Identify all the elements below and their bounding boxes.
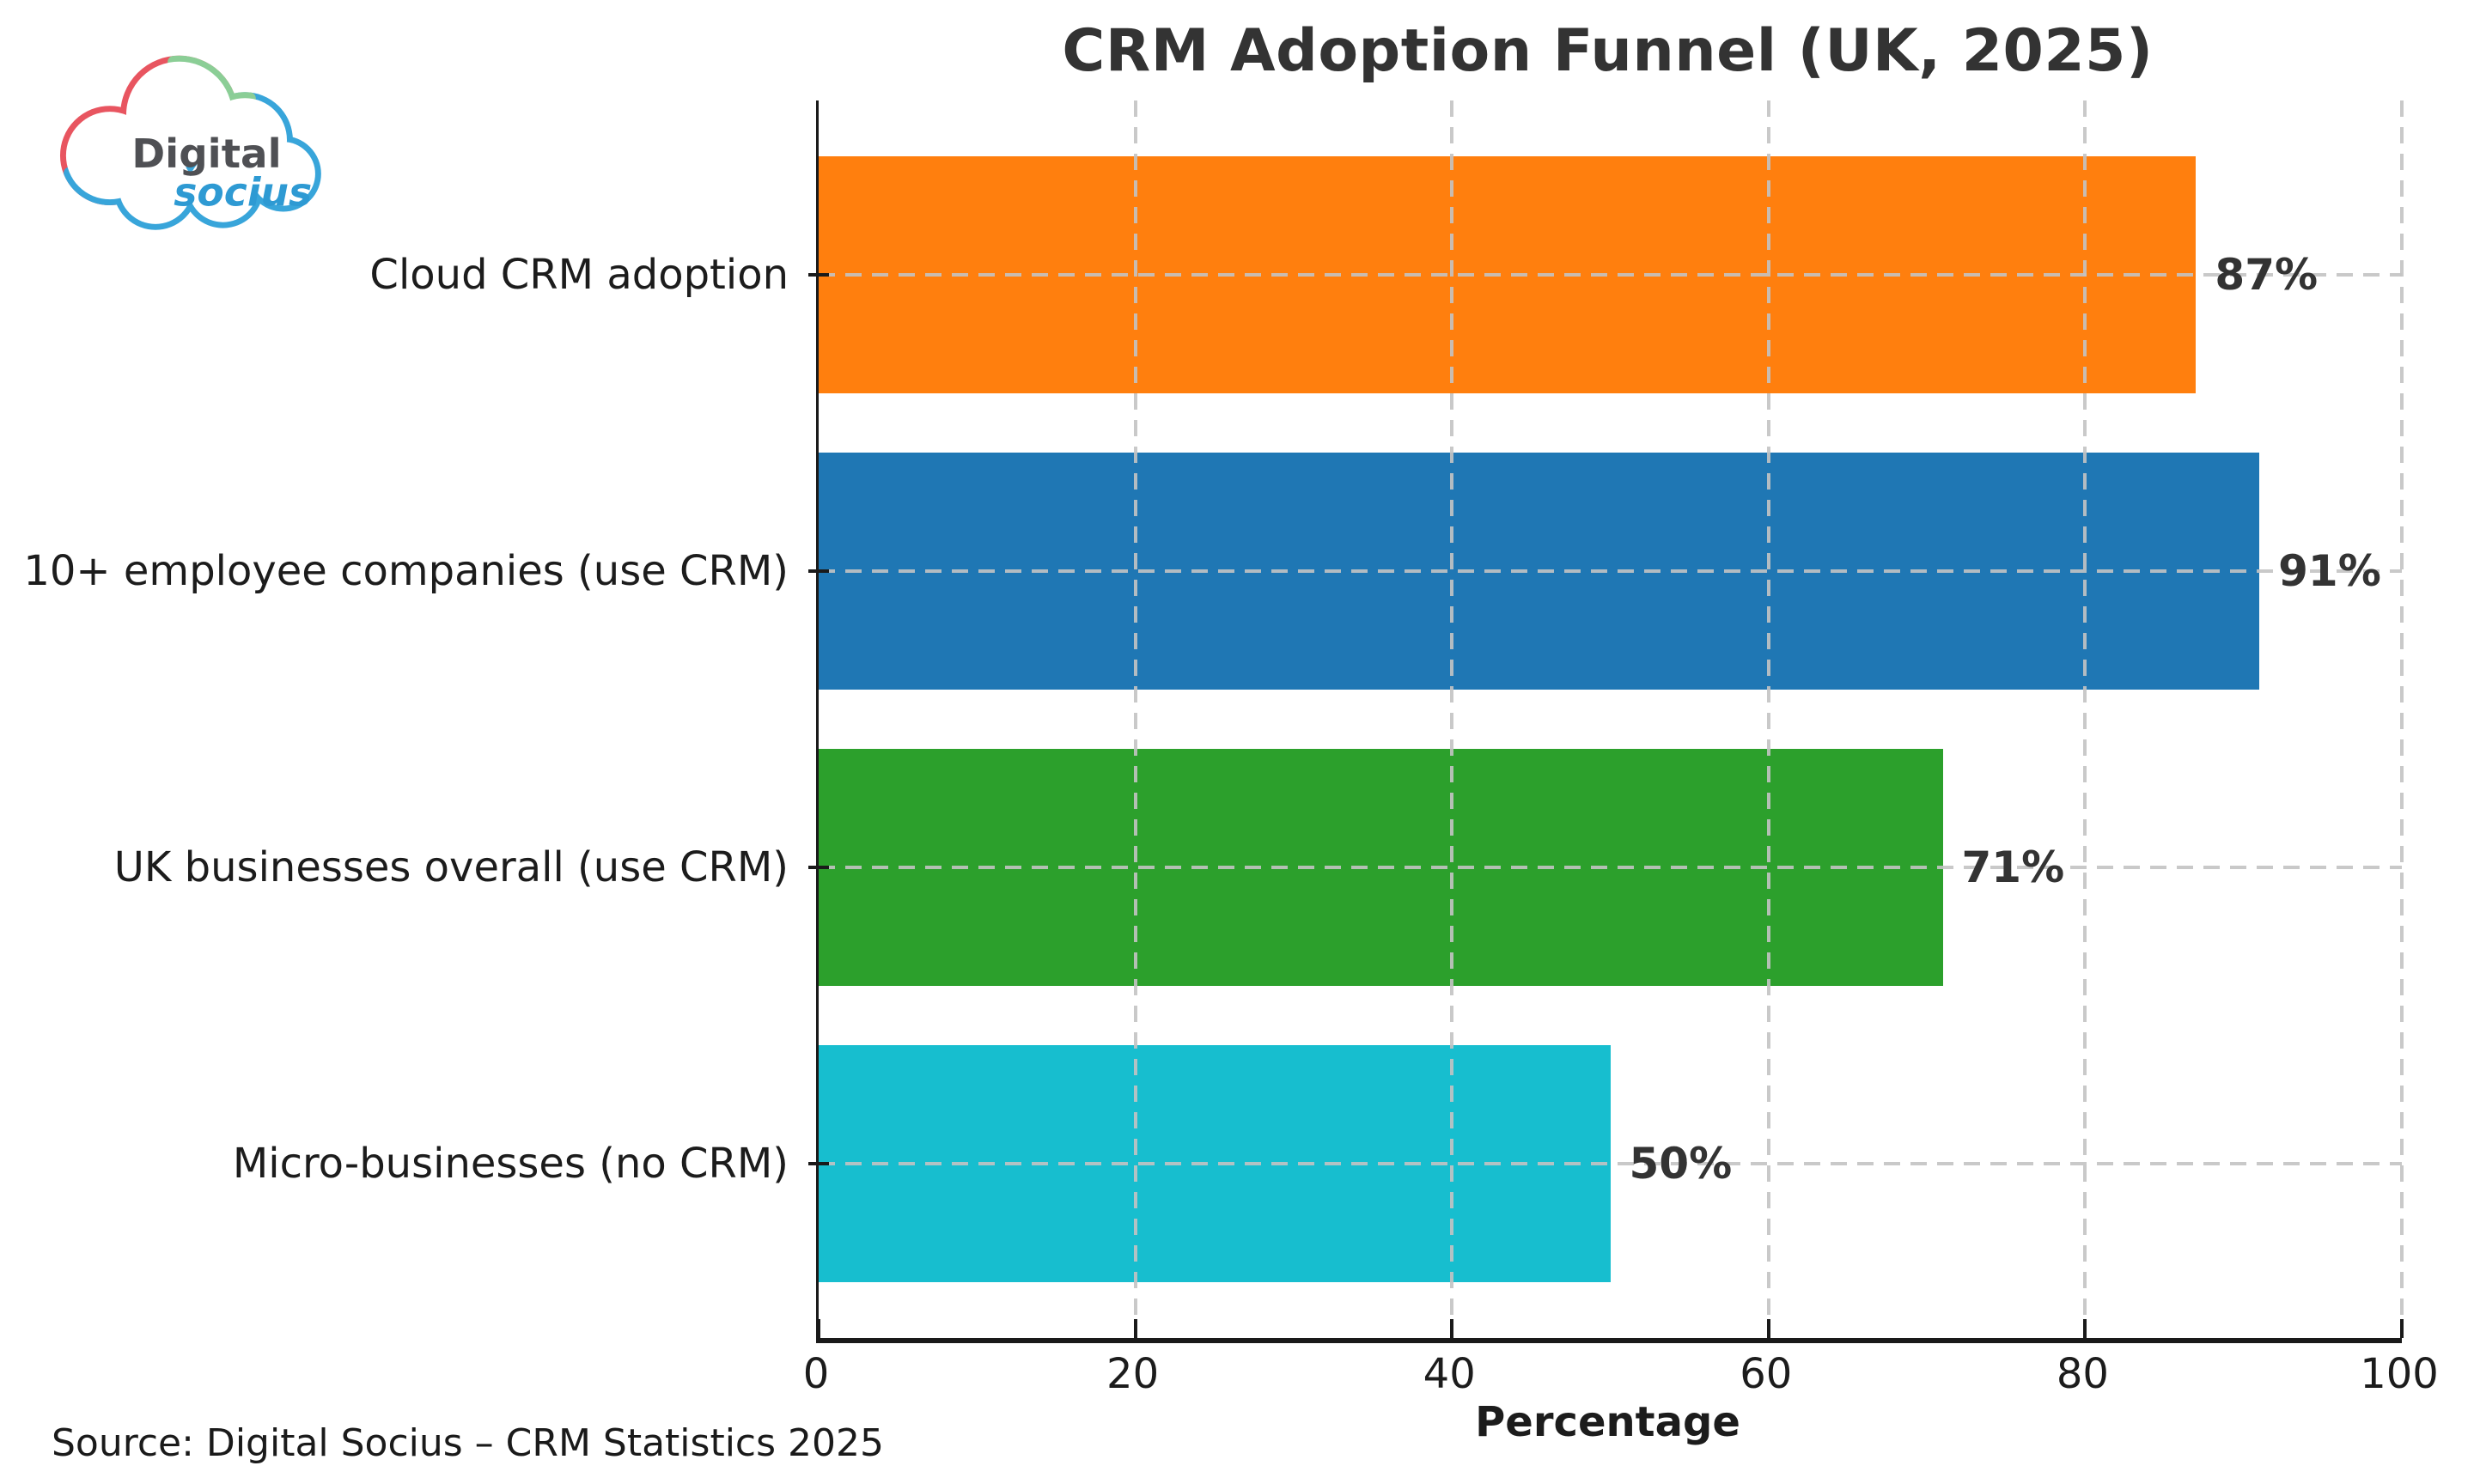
x-tick-mark [817, 1319, 820, 1338]
x-tick-label: 20 [1106, 1350, 1160, 1398]
plot-area: 87% 91% 71% 50% [808, 100, 2404, 1343]
y-tick-mark [808, 865, 829, 869]
x-tick-mark [1450, 1319, 1454, 1338]
y-tick-mark [808, 273, 829, 277]
chart-title: CRM Adoption Funnel (UK, 2025) [1062, 17, 2154, 85]
hgridline-3 [819, 865, 2402, 869]
logo-text-digital: Digital [131, 131, 281, 178]
y-tick-mark [808, 1161, 829, 1165]
bar-value-label: 91% [2278, 546, 2381, 596]
x-tick-label: 0 [802, 1350, 830, 1398]
hgridline-4 [819, 1161, 2402, 1165]
x-tick-mark [1766, 1319, 1770, 1338]
x-tick-label: 40 [1423, 1350, 1476, 1398]
bar-value-label: 87% [2215, 250, 2319, 301]
hgridline-1 [819, 273, 2402, 277]
x-tick-mark [2083, 1319, 2087, 1338]
vgridline-80 [2083, 100, 2087, 1338]
vgridline-60 [1766, 100, 1770, 1338]
digital-socius-logo: Digital socius [59, 55, 321, 230]
source-note: Source: Digital Socius – CRM Statistics … [52, 1421, 885, 1465]
x-axis-title: Percentage [1475, 1398, 1740, 1446]
x-tick-mark [1133, 1319, 1137, 1338]
category-label: 10+ employee companies (use CRM) [23, 547, 789, 595]
logo-text-socius: socius [174, 170, 312, 216]
vgridline-40 [1450, 100, 1454, 1338]
x-tick-label: 100 [2360, 1350, 2439, 1398]
category-label: UK businesses overall (use CRM) [113, 842, 789, 891]
category-label: Cloud CRM adoption [369, 251, 789, 300]
vgridline-100 [2400, 100, 2404, 1338]
vgridline-20 [1133, 100, 1137, 1338]
y-tick-mark [808, 569, 829, 573]
x-tick-label: 60 [1740, 1350, 1793, 1398]
x-tick-label: 80 [2056, 1350, 2109, 1398]
bar-value-label: 71% [1961, 842, 2065, 892]
x-tick-mark [2400, 1319, 2404, 1338]
category-label: Micro-businesses (no CRM) [232, 1139, 789, 1188]
hgridline-2 [819, 569, 2402, 573]
bar-value-label: 50% [1629, 1138, 1733, 1189]
